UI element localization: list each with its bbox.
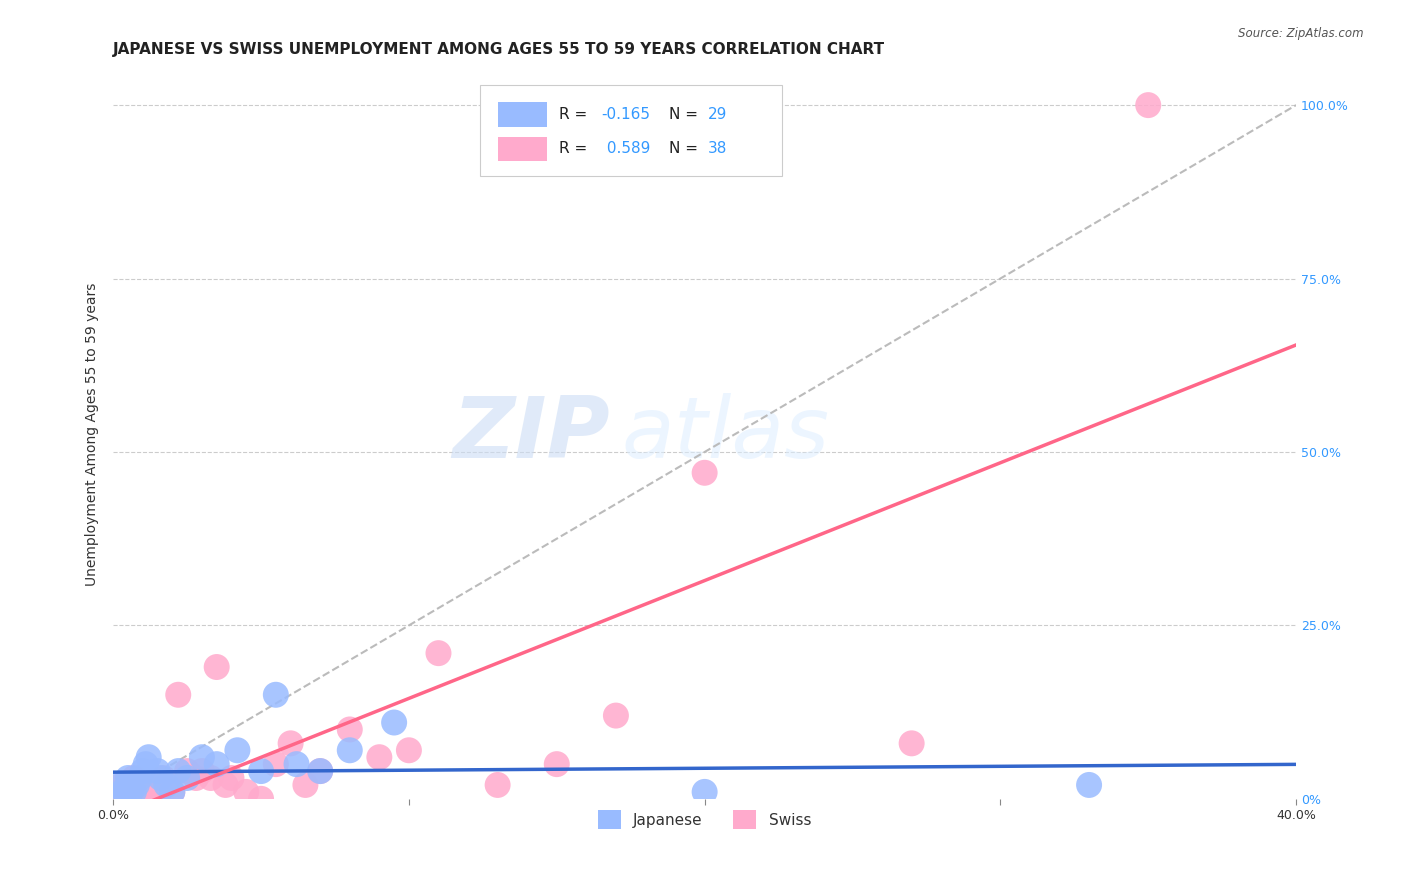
Point — [176, 764, 198, 778]
Point — [146, 764, 169, 778]
FancyBboxPatch shape — [479, 85, 782, 176]
Text: 29: 29 — [709, 107, 727, 121]
Point — [132, 764, 155, 778]
Point — [264, 757, 287, 772]
Point — [138, 750, 160, 764]
Point — [108, 785, 131, 799]
Point — [162, 785, 184, 799]
Point — [235, 785, 257, 799]
Point — [226, 743, 249, 757]
Point — [184, 771, 207, 785]
Point — [200, 771, 222, 785]
Text: N =: N = — [669, 107, 703, 121]
Point — [141, 792, 163, 806]
Point — [155, 778, 177, 792]
Point — [162, 785, 184, 799]
Point — [176, 771, 198, 785]
Text: 0.589: 0.589 — [602, 141, 650, 156]
Point — [122, 771, 145, 785]
Point — [294, 778, 316, 792]
Point — [427, 646, 450, 660]
Point — [264, 688, 287, 702]
Point — [382, 715, 405, 730]
Point — [221, 771, 243, 785]
Text: 38: 38 — [709, 141, 727, 156]
Point — [280, 736, 302, 750]
Point — [339, 723, 361, 737]
Text: N =: N = — [669, 141, 703, 156]
Point — [605, 708, 627, 723]
Text: ZIP: ZIP — [453, 393, 610, 476]
Point — [900, 736, 922, 750]
Point — [146, 792, 169, 806]
Text: R =: R = — [560, 141, 592, 156]
Text: R =: R = — [560, 107, 592, 121]
Point — [214, 778, 236, 792]
Point — [398, 743, 420, 757]
Point — [117, 785, 139, 799]
Point — [117, 778, 139, 792]
FancyBboxPatch shape — [498, 103, 547, 128]
Text: -0.165: -0.165 — [602, 107, 651, 121]
Point — [135, 757, 157, 772]
Text: Source: ZipAtlas.com: Source: ZipAtlas.com — [1239, 27, 1364, 40]
Point — [693, 785, 716, 799]
Point — [250, 764, 273, 778]
Point — [132, 778, 155, 792]
Point — [167, 764, 190, 778]
Point — [108, 778, 131, 792]
FancyBboxPatch shape — [498, 136, 547, 161]
Point — [693, 466, 716, 480]
Point — [191, 764, 214, 778]
Y-axis label: Unemployment Among Ages 55 to 59 years: Unemployment Among Ages 55 to 59 years — [86, 283, 100, 586]
Point — [149, 771, 172, 785]
Point — [111, 785, 134, 799]
Point — [114, 785, 136, 799]
Point — [309, 764, 332, 778]
Text: JAPANESE VS SWISS UNEMPLOYMENT AMONG AGES 55 TO 59 YEARS CORRELATION CHART: JAPANESE VS SWISS UNEMPLOYMENT AMONG AGE… — [114, 42, 886, 57]
Point — [114, 792, 136, 806]
Point — [1137, 98, 1160, 112]
Point — [205, 757, 228, 772]
Point — [152, 771, 174, 785]
Point — [122, 785, 145, 799]
Point — [250, 792, 273, 806]
Point — [546, 757, 568, 772]
Point — [1078, 778, 1101, 792]
Point — [368, 750, 391, 764]
Point — [486, 778, 509, 792]
Point — [117, 771, 139, 785]
Point — [191, 750, 214, 764]
Point — [128, 771, 150, 785]
Point — [125, 785, 148, 799]
Point — [339, 743, 361, 757]
Point — [205, 660, 228, 674]
Point — [285, 757, 308, 772]
Point — [120, 785, 142, 799]
Point — [138, 785, 160, 799]
Point — [120, 778, 142, 792]
Point — [309, 764, 332, 778]
Legend: Japanese, Swiss: Japanese, Swiss — [592, 804, 817, 835]
Text: atlas: atlas — [621, 393, 830, 476]
Point — [111, 778, 134, 792]
Point — [167, 688, 190, 702]
Point — [125, 778, 148, 792]
Point — [155, 778, 177, 792]
